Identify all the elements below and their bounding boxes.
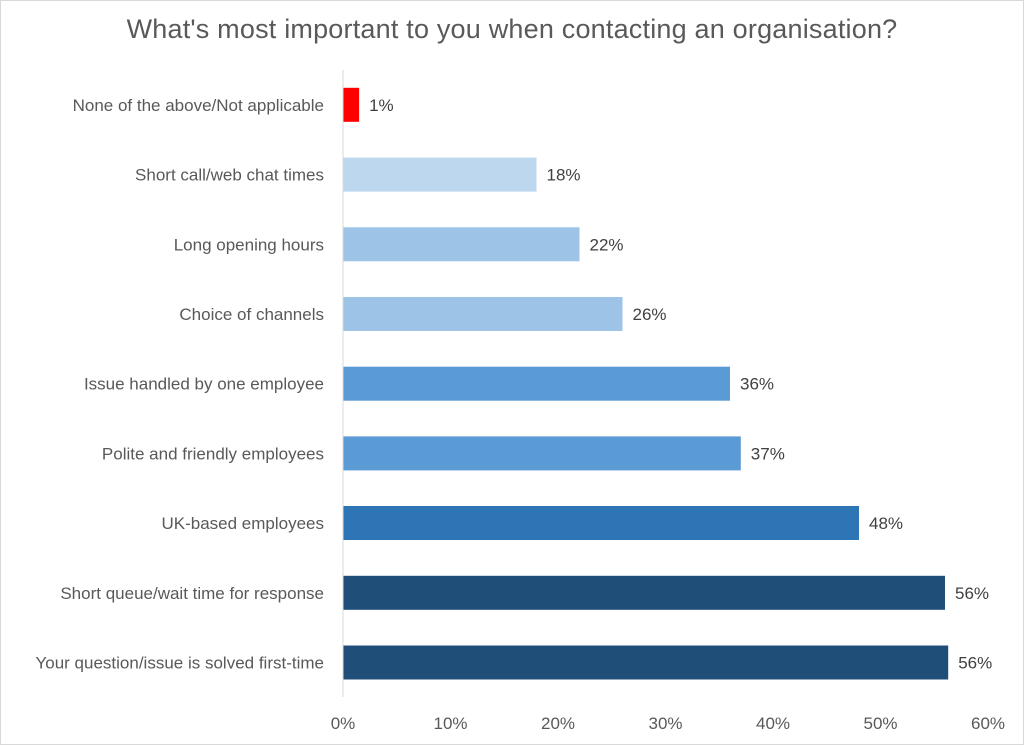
x-tick-label: 50% [863, 714, 897, 733]
x-tick-label: 0% [331, 714, 356, 733]
category-label: Long opening hours [174, 235, 324, 254]
category-label: Polite and friendly employees [102, 444, 324, 463]
category-label: Issue handled by one employee [84, 375, 324, 394]
chart-title: What's most important to you when contac… [126, 14, 898, 44]
category-label: Short queue/wait time for response [60, 584, 324, 603]
data-label: 18% [547, 166, 581, 185]
bar [343, 645, 949, 680]
x-tick-label: 60% [971, 714, 1005, 733]
category-label: UK-based employees [161, 514, 324, 533]
data-label: 56% [955, 584, 989, 603]
data-label: 48% [869, 514, 903, 533]
bar [343, 227, 580, 262]
category-label: None of the above/Not applicable [73, 96, 324, 115]
bar [343, 157, 537, 192]
x-tick-label: 40% [756, 714, 790, 733]
bar [343, 87, 360, 122]
category-label: Your question/issue is solved first-time [35, 654, 324, 673]
x-tick-label: 30% [648, 714, 682, 733]
x-tick-label: 10% [433, 714, 467, 733]
bar [343, 506, 859, 540]
bar [343, 366, 730, 401]
data-label: 22% [590, 235, 624, 254]
category-label: Short call/web chat times [135, 166, 324, 185]
data-label: 36% [740, 375, 774, 394]
data-label: 1% [369, 96, 394, 115]
bar [343, 436, 741, 471]
data-label: 26% [633, 305, 667, 324]
bar [343, 297, 623, 331]
data-label: 37% [751, 444, 785, 463]
data-label: 56% [958, 654, 992, 673]
category-label: Choice of channels [179, 305, 324, 324]
x-tick-label: 20% [541, 714, 575, 733]
bar [343, 575, 945, 610]
